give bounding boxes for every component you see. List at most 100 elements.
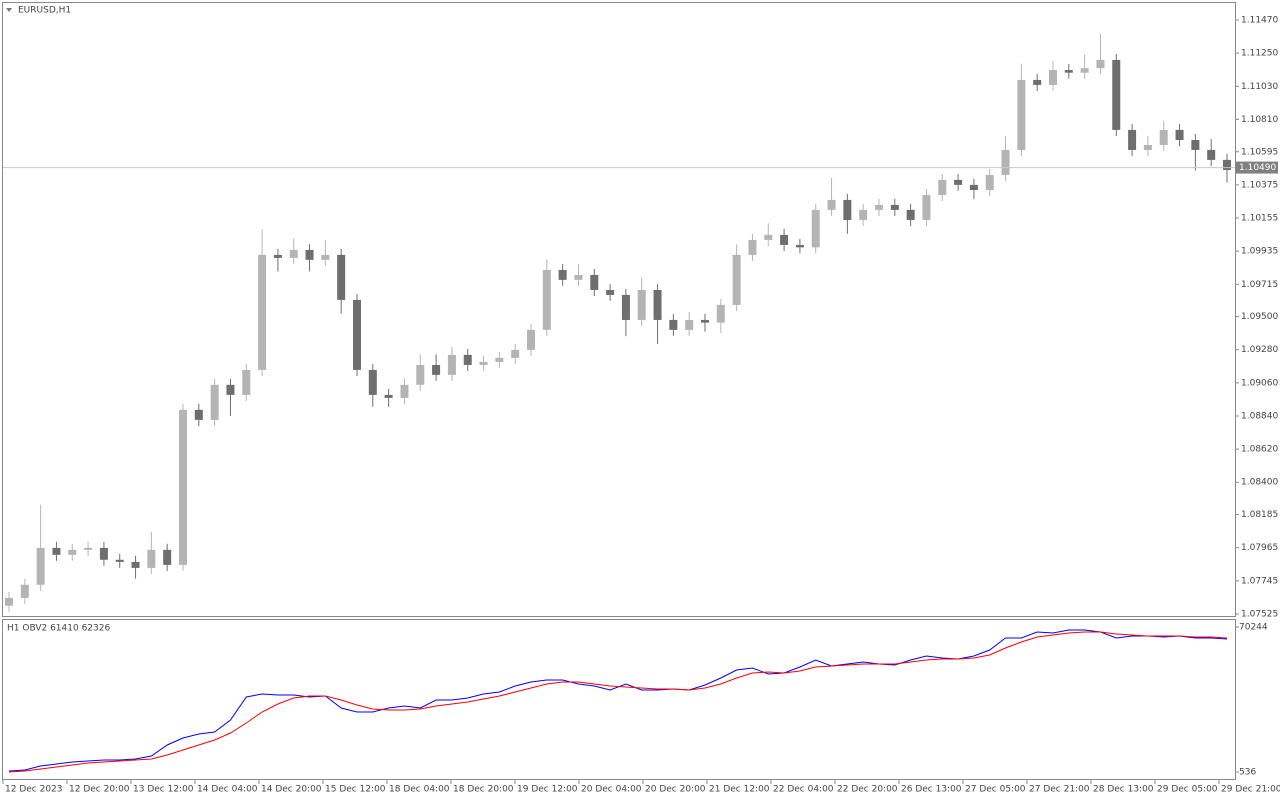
candle-body bbox=[748, 239, 757, 255]
candle-body bbox=[337, 254, 346, 300]
candle-body bbox=[985, 174, 994, 191]
x-tick-label: 22 Dec 04:00 bbox=[773, 785, 834, 795]
candle-body bbox=[258, 254, 267, 370]
candle-body bbox=[84, 547, 93, 550]
candle-body bbox=[52, 547, 61, 555]
obv-line bbox=[8, 631, 1228, 773]
y-tick-label: 1.10810 bbox=[1241, 115, 1278, 125]
x-tick-label: 14 Dec 20:00 bbox=[261, 785, 322, 795]
x-tick-label: 29 Dec 21:00 bbox=[1221, 785, 1280, 795]
x-tick-label: 12 Dec 2023 bbox=[5, 785, 63, 795]
y-tick-label: 1.09060 bbox=[1241, 378, 1278, 388]
x-tick-label: 19 Dec 12:00 bbox=[517, 785, 578, 795]
candle-body bbox=[1001, 149, 1010, 175]
current-price-box bbox=[1236, 161, 1278, 174]
candle-body bbox=[843, 199, 852, 220]
x-tick-label: 12 Dec 20:00 bbox=[69, 785, 130, 795]
candle-body bbox=[906, 209, 915, 220]
candle-body bbox=[226, 384, 235, 395]
y-tick-label: 1.08400 bbox=[1241, 478, 1278, 488]
candle-body bbox=[1191, 140, 1200, 150]
candle-body bbox=[732, 254, 741, 305]
y-tick-label: 1.08185 bbox=[1241, 510, 1278, 520]
candle-body bbox=[20, 584, 29, 598]
candle-body bbox=[305, 249, 314, 260]
y-tick-label: 536 bbox=[1239, 767, 1256, 777]
candle-body bbox=[969, 184, 978, 191]
candle-body bbox=[1207, 149, 1216, 160]
candle-body bbox=[1159, 129, 1168, 145]
candle-body bbox=[1064, 70, 1073, 73]
candle-body bbox=[368, 369, 377, 395]
candle-body bbox=[954, 179, 963, 185]
candle-body bbox=[242, 369, 251, 395]
y-tick-label: 1.11250 bbox=[1241, 49, 1278, 59]
candle-body bbox=[827, 199, 836, 210]
y-tick-label: 1.08840 bbox=[1241, 411, 1278, 421]
candle-body bbox=[669, 319, 678, 330]
x-tick-label: 28 Dec 13:00 bbox=[1093, 785, 1154, 795]
candle-body bbox=[1128, 129, 1137, 150]
current-price-label: 1.10490 bbox=[1239, 163, 1276, 173]
y-tick-label: 1.11030 bbox=[1241, 82, 1278, 92]
candle-body bbox=[1143, 144, 1152, 150]
x-tick-label: 21 Dec 12:00 bbox=[709, 785, 770, 795]
y-tick-label: 1.07525 bbox=[1241, 609, 1278, 619]
y-tick-label: 1.10595 bbox=[1241, 147, 1278, 157]
candle-body bbox=[875, 204, 883, 210]
candle-body bbox=[1080, 68, 1089, 73]
candle-body bbox=[859, 209, 868, 220]
candle-body bbox=[194, 409, 203, 420]
candle-body bbox=[1049, 70, 1057, 85]
candle-body bbox=[1223, 159, 1231, 170]
y-tick-label: 1.09935 bbox=[1241, 247, 1278, 257]
candle-body bbox=[606, 289, 615, 295]
y-tick-label: 1.07745 bbox=[1241, 576, 1278, 586]
y-tick-label: 1.07965 bbox=[1241, 543, 1278, 553]
candle-body bbox=[811, 209, 820, 248]
y-tick-label: 1.09715 bbox=[1241, 280, 1278, 290]
y-tick-label: 1.09280 bbox=[1241, 345, 1278, 355]
y-tick-label: 1.09500 bbox=[1241, 312, 1278, 322]
candle-body bbox=[479, 361, 488, 365]
y-tick-label: 1.11470 bbox=[1241, 16, 1278, 26]
candle-body bbox=[938, 179, 947, 195]
candle-body bbox=[764, 234, 773, 240]
candle-body bbox=[558, 269, 567, 280]
y-tick-label: 70244 bbox=[1239, 622, 1268, 632]
candle-body bbox=[511, 349, 520, 358]
main-frame bbox=[2, 2, 1236, 617]
x-tick-label: 26 Dec 13:00 bbox=[901, 785, 962, 795]
candle-body bbox=[780, 234, 789, 245]
candle-body bbox=[922, 194, 931, 220]
candle-body bbox=[432, 364, 441, 375]
candle-body bbox=[590, 274, 599, 290]
candle-body bbox=[321, 254, 330, 260]
candle-body bbox=[210, 384, 219, 420]
candle-body bbox=[5, 597, 13, 606]
x-tick-label: 20 Dec 04:00 bbox=[581, 785, 642, 795]
candle-body bbox=[542, 269, 551, 330]
y-tick-label: 1.10155 bbox=[1241, 214, 1278, 224]
candle-body bbox=[115, 559, 124, 562]
chart-title: EURUSD,H1 bbox=[18, 6, 71, 16]
candle-body bbox=[99, 547, 108, 560]
candle-body bbox=[1017, 79, 1026, 150]
candle-body bbox=[795, 244, 804, 248]
candle-body bbox=[890, 204, 899, 210]
x-tick-label: 18 Dec 20:00 bbox=[453, 785, 514, 795]
candle-body bbox=[463, 354, 472, 365]
candle-body bbox=[179, 409, 187, 565]
candle-body bbox=[527, 329, 535, 350]
candle-body bbox=[273, 254, 282, 258]
candle-body bbox=[574, 274, 583, 280]
candle-body bbox=[1175, 129, 1184, 141]
candle-body bbox=[495, 357, 504, 362]
y-tick-label: 1.08620 bbox=[1241, 445, 1278, 455]
x-tick-label: 27 Dec 05:00 bbox=[965, 785, 1026, 795]
candle-body bbox=[1033, 79, 1042, 85]
candle-body bbox=[68, 549, 77, 555]
candle-body bbox=[384, 394, 393, 398]
